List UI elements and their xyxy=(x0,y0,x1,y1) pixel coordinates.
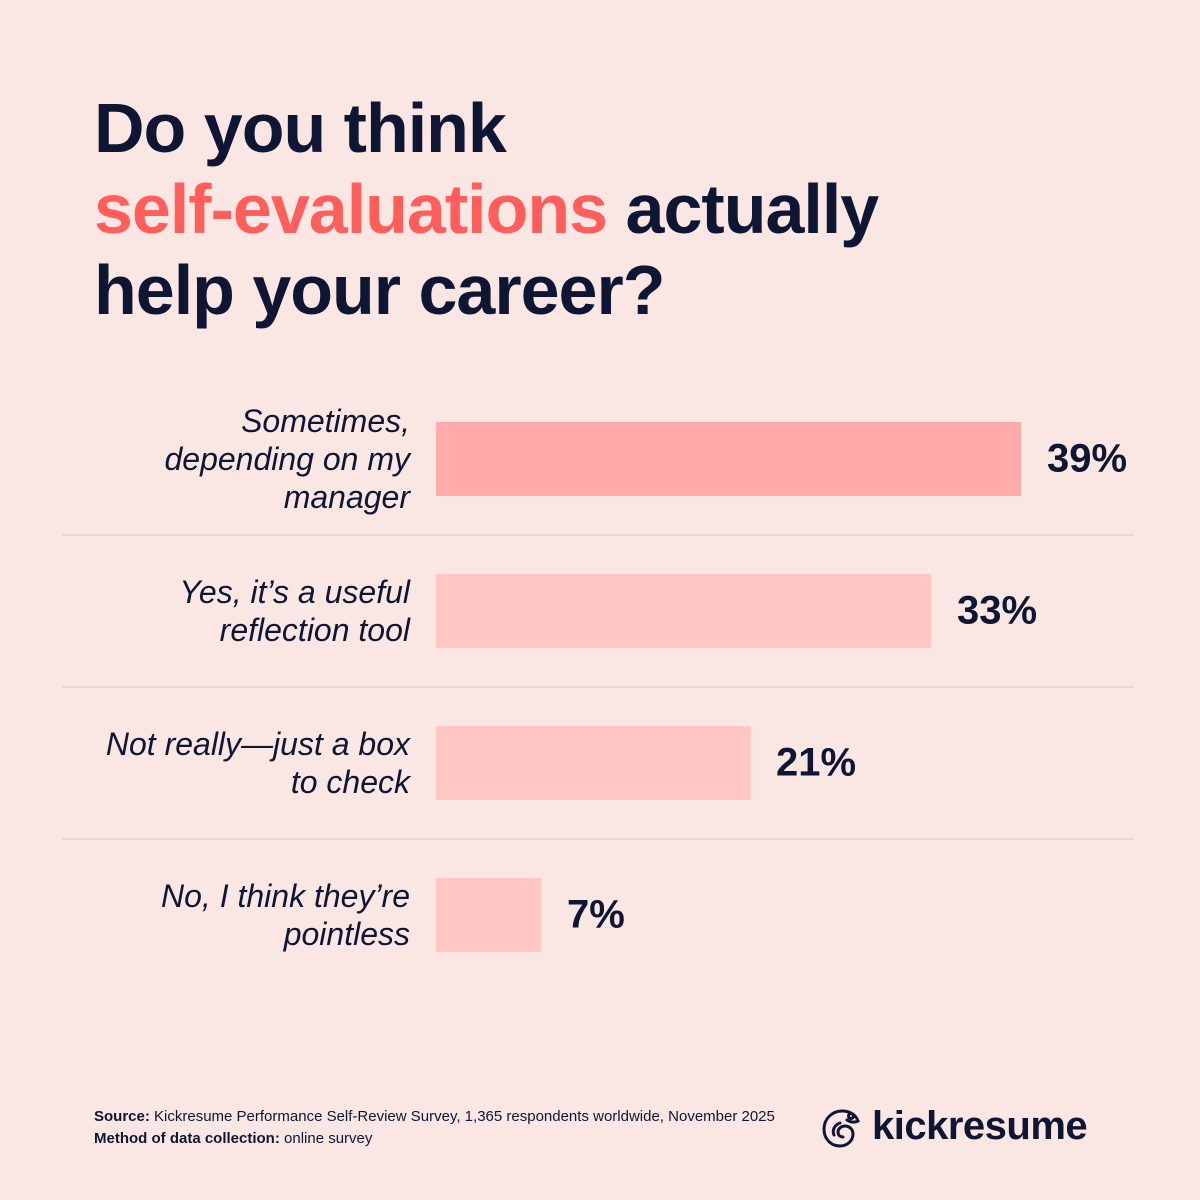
title-line-2-rest: actually xyxy=(607,170,880,248)
title-line-3: help your career? xyxy=(94,251,665,329)
bar xyxy=(436,726,751,800)
chameleon-logo-icon xyxy=(822,1109,860,1148)
chart-title: Do you think self-evaluations actually h… xyxy=(94,88,880,331)
bar xyxy=(436,574,931,648)
source-note: Source: Kickresume Performance Self-Revi… xyxy=(94,1108,775,1147)
bar-label: Yes, it’s a useful reflection tool xyxy=(179,574,410,648)
bar-row: No, I think they’re pointless 7% xyxy=(62,838,1134,990)
brand-logo: kickresume xyxy=(820,1104,1088,1149)
bar-label: Sometimes, depending on my manager xyxy=(164,403,410,515)
bar xyxy=(436,422,1021,496)
bar xyxy=(436,878,541,952)
bar-label: No, I think they’re pointless xyxy=(161,878,410,952)
bar-value: 39% xyxy=(1047,436,1128,481)
bar-row: Yes, it’s a useful reflection tool 33% xyxy=(62,534,1134,686)
bar-value: 7% xyxy=(567,892,625,937)
bar-chart: Sometimes, depending on my manager 39% Y… xyxy=(62,384,1134,990)
bar-row: Not really—just a box to check 21% xyxy=(62,686,1134,838)
brand-name: kickresume xyxy=(872,1104,1088,1148)
bar-row: Sometimes, depending on my manager 39% xyxy=(62,384,1134,534)
title-accent: self-evaluations xyxy=(94,170,608,248)
bar-value: 33% xyxy=(957,588,1038,633)
title-line-1: Do you think xyxy=(94,89,507,167)
bar-value: 21% xyxy=(776,740,857,785)
bar-label: Not really—just a box to check xyxy=(105,726,410,800)
